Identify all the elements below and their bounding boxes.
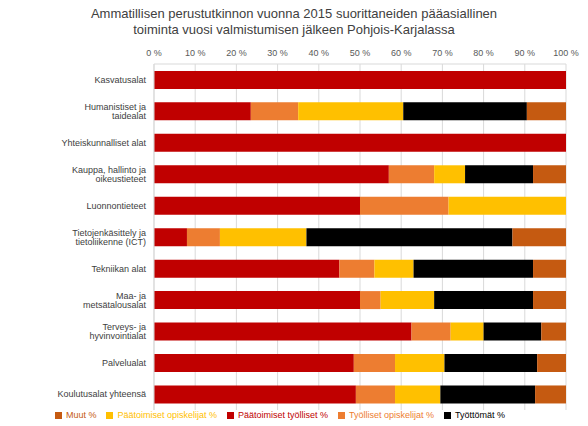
svg-text:40 %: 40 % — [309, 48, 330, 58]
html-text:Ammatillisen perustutkinnon vu: Ammatillisen perustutkinnon vuonna 2015 … — [90, 6, 498, 37]
svg-text:Yhteiskunnalliset alat: Yhteiskunnalliset alat — [61, 138, 146, 148]
svg-text:30 %: 30 % — [267, 48, 288, 58]
svg-text:Kasvatusalat: Kasvatusalat — [94, 75, 146, 85]
svg-text:20 %: 20 % — [226, 48, 247, 58]
html-text:Työttömät %: Työttömät % — [455, 410, 506, 420]
svg-text:Luonnontieteet: Luonnontieteet — [86, 201, 146, 211]
svg-text:Terveys- jahyvinvointialat: Terveys- jahyvinvointialat — [89, 322, 146, 341]
svg-text:Kauppa, hallinto jaoikeustiete: Kauppa, hallinto jaoikeustieteet — [72, 165, 147, 184]
svg-text:100 %: 100 % — [553, 48, 579, 58]
svg-text:Tekniikan alat: Tekniikan alat — [91, 264, 146, 274]
html-text:Muut %: Muut % — [65, 410, 97, 420]
svg-text:Tietojenkäsittely jatietoliike: Tietojenkäsittely jatietoliikenne (ICT) — [72, 228, 146, 247]
svg-text:Koulutusalat yhteensä: Koulutusalat yhteensä — [57, 389, 146, 399]
html-text:Päätoimiset työlliset %: Päätoimiset työlliset % — [238, 410, 328, 420]
svg-text:70 %: 70 % — [432, 48, 453, 58]
svg-text:60 %: 60 % — [391, 48, 412, 58]
svg-text:Palvelualat: Palvelualat — [102, 358, 147, 368]
svg-text:90 %: 90 % — [515, 48, 536, 58]
svg-text:50 %: 50 % — [350, 48, 371, 58]
svg-text:Humanistiset jataidealat: Humanistiset jataidealat — [84, 102, 146, 121]
html-text:Työlliset opiskelijat %: Työlliset opiskelijat % — [349, 410, 435, 420]
svg-text:0 %: 0 % — [146, 48, 162, 58]
svg-text:10 %: 10 % — [185, 48, 206, 58]
svg-text:80 %: 80 % — [473, 48, 494, 58]
html-text:Päätoimiset opiskelijat %: Päätoimiset opiskelijat % — [117, 410, 217, 420]
svg-text:Maa- jametsätalousalat: Maa- jametsätalousalat — [83, 291, 147, 310]
